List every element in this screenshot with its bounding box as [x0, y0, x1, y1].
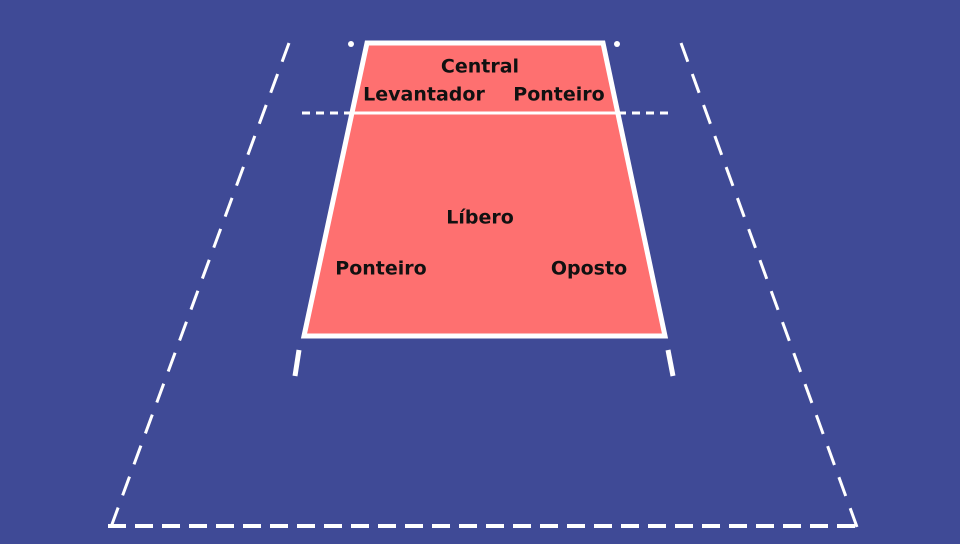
net-post-left	[348, 41, 354, 47]
free-zone-left-line	[109, 42, 291, 528]
position-label-levantador: Levantador	[363, 83, 485, 106]
service-mark-left	[292, 349, 302, 377]
position-label-ponteiro-back: Ponteiro	[335, 257, 427, 280]
position-label-ponteiro-front: Ponteiro	[513, 83, 605, 106]
service-mark-right	[665, 349, 676, 377]
free-zone-right-line	[679, 42, 859, 528]
position-label-libero: Líbero	[446, 206, 514, 229]
position-label-oposto: Oposto	[550, 257, 628, 280]
position-label-central: Central	[440, 55, 520, 78]
net-post-right	[614, 41, 620, 47]
court-surface	[300, 40, 669, 339]
